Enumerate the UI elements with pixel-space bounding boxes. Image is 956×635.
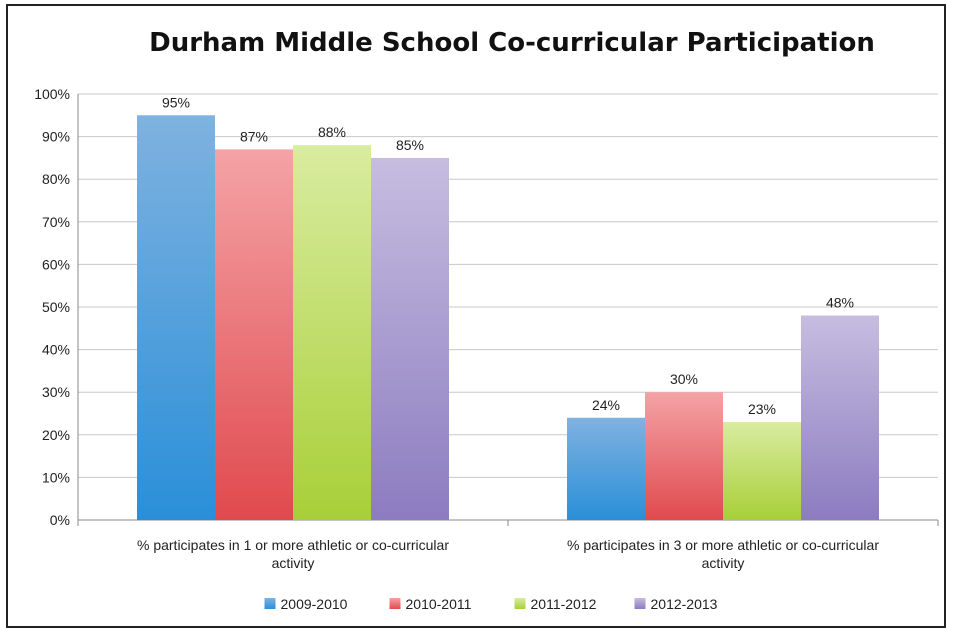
y-axis-tick-labels: 0% 10% 20% 30% 40% 50% 60% 70% 80% 90% 100% [34, 86, 70, 528]
bars [137, 115, 879, 521]
category-labels: % participates in 1 or more athletic or … [137, 537, 879, 571]
legend-label: 2010-2011 [406, 596, 472, 612]
y-tick-label: 80% [42, 171, 70, 187]
data-label: 87% [240, 128, 268, 144]
bar-2012-2013 [801, 315, 879, 520]
data-labels: 95% 87% 88% 85% 24% 30% 23% 48% [162, 94, 854, 417]
bar-2010-2011 [215, 149, 293, 520]
bar-2009-2010 [567, 417, 645, 520]
y-tick-label: 90% [42, 129, 70, 145]
bar-2010-2011 [645, 392, 723, 520]
chart-title: Durham Middle School Co-curricular Parti… [149, 28, 875, 58]
y-tick-label: 70% [42, 214, 70, 230]
legend: 2009-2010 2010-2011 2011-2012 2012-2013 [264, 596, 718, 612]
category-label: % participates in 3 or more athletic or … [567, 537, 879, 571]
chart-frame: Durham Middle School Co-curricular Parti… [6, 4, 946, 628]
data-label: 24% [592, 397, 620, 413]
category-label: % participates in 1 or more athletic or … [137, 537, 449, 571]
bar-2009-2010 [137, 115, 215, 521]
chart: Durham Middle School Co-curricular Parti… [34, 28, 939, 612]
data-label: 95% [162, 94, 190, 110]
bar-2012-2013 [371, 157, 449, 520]
y-tick-label: 100% [34, 86, 70, 102]
legend-swatch [389, 598, 401, 609]
legend-swatch [264, 598, 276, 609]
data-label: 23% [748, 401, 776, 417]
y-tick-label: 50% [42, 299, 70, 315]
y-tick-label: 60% [42, 256, 70, 272]
legend-label: 2009-2010 [281, 596, 348, 612]
bar-2011-2012 [293, 145, 371, 520]
data-label: 85% [396, 137, 424, 153]
bar-2011-2012 [723, 422, 801, 520]
y-tick-label: 30% [42, 384, 70, 400]
legend-swatch [514, 598, 526, 609]
legend-label: 2011-2012 [531, 596, 597, 612]
y-tick-label: 20% [42, 427, 70, 443]
data-label: 30% [670, 371, 698, 387]
data-label: 88% [318, 124, 346, 140]
data-label: 48% [826, 295, 854, 311]
y-tick-label: 40% [42, 342, 70, 358]
y-tick-label: 10% [42, 469, 70, 485]
legend-swatch [634, 598, 646, 609]
legend-label: 2012-2013 [651, 596, 718, 612]
y-tick-label: 0% [50, 512, 70, 528]
